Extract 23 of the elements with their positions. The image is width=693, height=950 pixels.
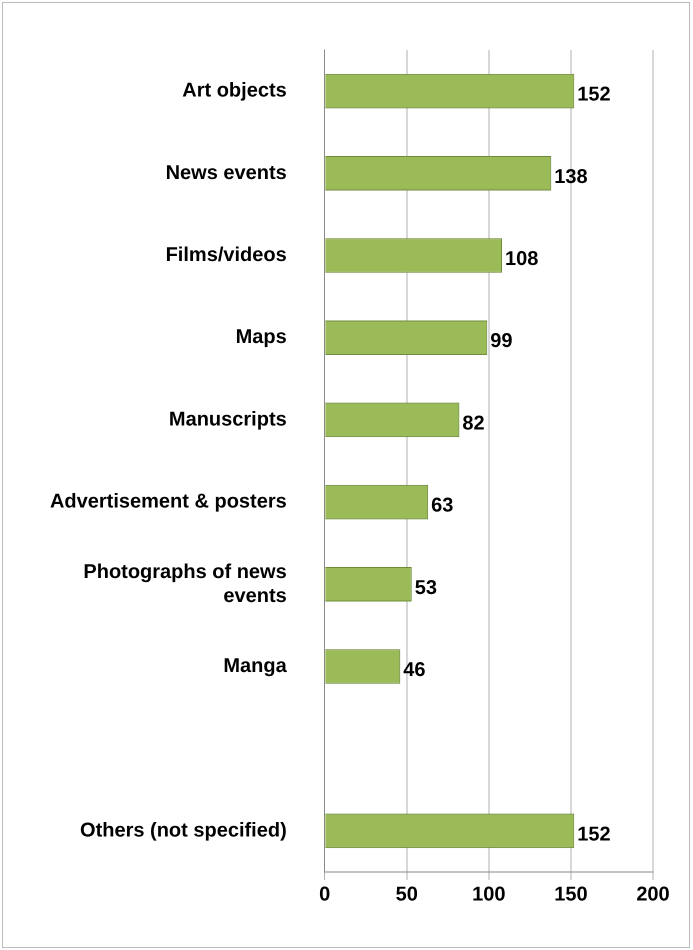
y-tick-label: Manuscripts [168, 408, 287, 430]
data-label: 152 [577, 823, 611, 846]
y-tick-label: Maps [236, 326, 287, 348]
x-tick-label: 200 [636, 884, 670, 906]
data-label: 108 [505, 248, 538, 270]
data-label: 138 [554, 166, 588, 188]
data-label: 63 [431, 494, 454, 517]
y-tick-label: Advertisement & posters [50, 490, 287, 513]
y-tick-label: Photographs of news events [83, 560, 287, 607]
y-tick-label: Art objects [182, 80, 287, 102]
x-tick-label: 0 [319, 884, 330, 906]
x-tick-label: 50 [396, 884, 418, 906]
data-label: 46 [403, 659, 426, 682]
data-label: 82 [462, 412, 485, 434]
y-tick-label: Others (not specified) [80, 819, 287, 842]
x-tick-label: 100 [472, 884, 506, 906]
data-label: 152 [577, 84, 611, 106]
data-label: 99 [490, 330, 512, 352]
x-tick-label: 150 [554, 884, 588, 906]
y-tick-label: News events [166, 162, 287, 184]
data-label: 53 [414, 576, 437, 599]
y-tick-label: Films/videos [166, 244, 287, 266]
y-tick-label: Manga [223, 655, 288, 678]
